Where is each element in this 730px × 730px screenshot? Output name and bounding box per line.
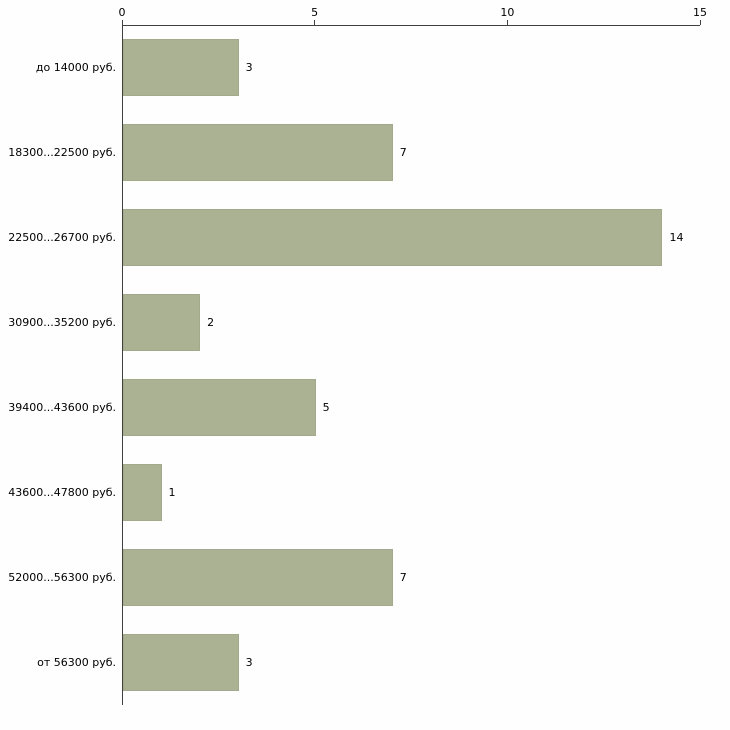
- category-label: 30900...35200 руб.: [8, 316, 116, 329]
- category-label: 22500...26700 руб.: [8, 231, 116, 244]
- value-label: 3: [245, 61, 253, 74]
- category-label: до 14000 руб.: [35, 61, 116, 74]
- value-label: 7: [399, 146, 407, 159]
- bar: [123, 464, 162, 522]
- x-axis-tick-label: 10: [500, 6, 515, 19]
- category-label: от 56300 руб.: [37, 656, 116, 669]
- category-label: 18300...22500 руб.: [8, 146, 116, 159]
- category-label: 43600...47800 руб.: [8, 486, 116, 499]
- bar: [123, 124, 393, 182]
- bar: [123, 294, 201, 352]
- bar: [123, 379, 316, 437]
- category-label: 39400...43600 руб.: [8, 401, 116, 414]
- x-axis-tick-mark: [314, 20, 316, 25]
- category-label: 52000...56300 руб.: [8, 571, 116, 584]
- bar: [123, 634, 239, 692]
- value-label: 2: [207, 316, 215, 329]
- value-label: 5: [322, 401, 330, 414]
- plot-area: [122, 25, 700, 705]
- value-label: 3: [245, 656, 253, 669]
- x-axis-tick-mark: [699, 20, 701, 25]
- value-label: 1: [168, 486, 176, 499]
- bar: [123, 209, 663, 267]
- bar: [123, 549, 393, 607]
- value-label: 14: [669, 231, 684, 244]
- x-axis-tick-label: 5: [311, 6, 319, 19]
- x-axis-tick-mark: [121, 20, 123, 25]
- value-label: 7: [399, 571, 407, 584]
- bar: [123, 39, 239, 97]
- x-axis-tick-label: 0: [118, 6, 126, 19]
- x-axis-tick-label: 15: [693, 6, 707, 19]
- x-axis-tick-mark: [506, 20, 508, 25]
